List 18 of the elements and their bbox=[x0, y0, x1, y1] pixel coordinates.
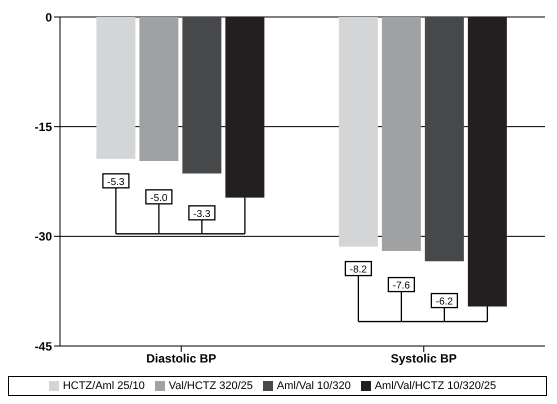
y-tick-label: 0 bbox=[45, 10, 52, 24]
legend-label: Aml/Val/HCTZ 10/320/25 bbox=[374, 380, 496, 392]
annotation: -5.3 bbox=[107, 176, 125, 188]
annotation: -6.2 bbox=[436, 296, 454, 308]
annotation: -7.6 bbox=[392, 280, 410, 292]
annotation: -5.0 bbox=[150, 192, 168, 204]
y-tick-label: -45 bbox=[34, 339, 52, 354]
x-tick-label: Diastolic BP bbox=[146, 352, 216, 366]
legend-label: Aml/Val 10/320 bbox=[276, 380, 351, 392]
legend-label: Val/HCTZ 320/25 bbox=[168, 380, 253, 392]
annotation: -8.2 bbox=[350, 264, 368, 276]
y-tick-label: -15 bbox=[34, 120, 52, 134]
bracket: -6.2 bbox=[430, 292, 488, 322]
legend-label: HCTZ/Aml 25/10 bbox=[62, 380, 145, 392]
y-tick-label: -30 bbox=[34, 230, 52, 244]
annotation: -3.3 bbox=[193, 208, 211, 220]
bracket: -3.3 bbox=[188, 205, 245, 234]
x-tick-label: Systolic BP bbox=[390, 352, 457, 366]
